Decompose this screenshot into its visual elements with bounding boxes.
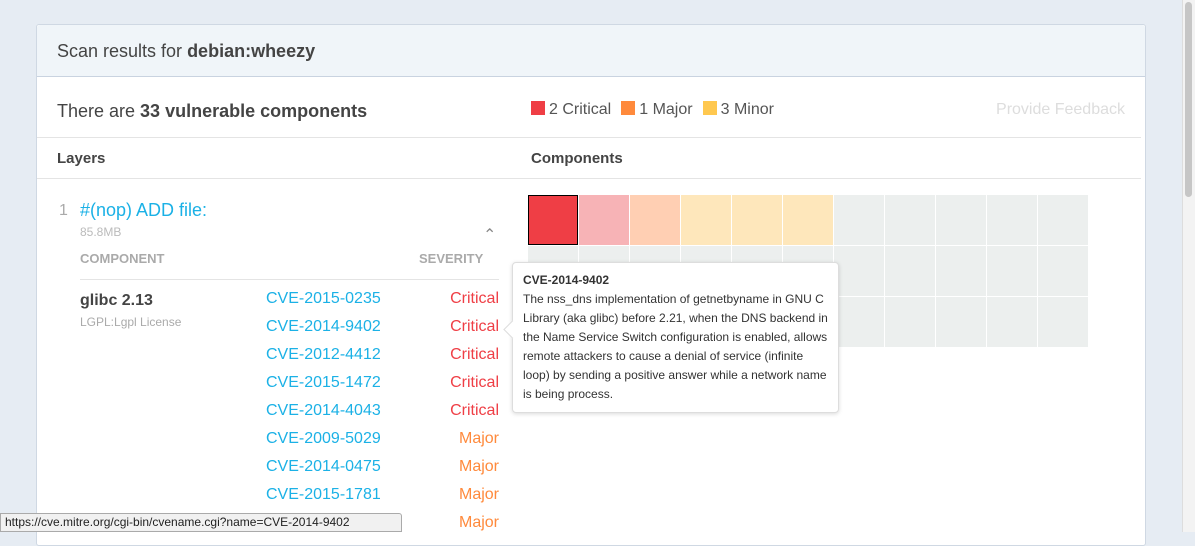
component-cell-major[interactable] — [630, 195, 680, 245]
tooltip-title: CVE-2014-9402 — [523, 273, 610, 287]
panel-header: Scan results for debian:wheezy — [37, 25, 1145, 77]
cve-tooltip: CVE-2014-9402 The nss_dns implementation… — [512, 262, 839, 413]
cve-link[interactable]: CVE-2015-0235 — [266, 290, 381, 307]
component-cell-none[interactable] — [834, 297, 884, 347]
component-cell-none[interactable] — [936, 297, 986, 347]
vulnerability-row: CVE-2015-1781 Major — [266, 486, 499, 514]
severity-label: Major — [458, 430, 499, 447]
cve-link[interactable]: CVE-2015-1781 — [266, 486, 381, 503]
severity-legend: 2 Critical 1 Major 3 Minor — [531, 101, 774, 119]
vulnerability-row: Major — [266, 514, 499, 542]
tooltip-body: The nss_dns implementation of getnetbyna… — [523, 292, 828, 401]
vulnerability-row: CVE-2014-4043 Critical — [266, 402, 499, 430]
severity-label: Critical — [450, 290, 499, 307]
image-name: debian:wheezy — [187, 41, 316, 61]
status-bar-url: https://cve.mitre.org/cgi-bin/cvename.cg… — [0, 513, 402, 532]
component-cell-none[interactable] — [936, 195, 986, 245]
severity-label: Critical — [450, 374, 499, 391]
divider — [80, 279, 499, 280]
severity-label: Major — [458, 486, 499, 503]
component-cell-none[interactable] — [936, 246, 986, 296]
cve-link[interactable]: CVE-2015-1472 — [266, 374, 381, 391]
legend-critical: 2 Critical — [531, 101, 611, 119]
column-header-severity: SEVERITY — [419, 251, 484, 266]
layer-size: 85.8MB — [80, 225, 122, 239]
component-cell-minor[interactable] — [732, 195, 782, 245]
vulnerability-row: CVE-2009-5029 Major — [266, 430, 499, 458]
chevron-up-icon[interactable]: ⌃ — [483, 227, 497, 244]
cve-link[interactable]: CVE-2009-5029 — [266, 430, 381, 447]
component-cell-none[interactable] — [1038, 246, 1088, 296]
vulnerability-row: CVE-2015-1472 Critical — [266, 374, 499, 402]
column-header-component: COMPONENT — [80, 251, 165, 266]
components-heading: Components — [531, 150, 623, 167]
severity-label: Major — [458, 514, 499, 531]
vulnerability-row: CVE-2014-0475 Major — [266, 458, 499, 486]
severity-label: Major — [458, 458, 499, 475]
component-cell-critical[interactable] — [579, 195, 629, 245]
cve-link[interactable]: CVE-2014-0475 — [266, 458, 381, 475]
severity-label: Critical — [450, 402, 499, 419]
component-cell-none[interactable] — [1038, 195, 1088, 245]
component-cell-none[interactable] — [834, 246, 884, 296]
layer-title-link[interactable]: #(nop) ADD file: — [80, 200, 208, 220]
component-cell-minor[interactable] — [783, 195, 833, 245]
cve-link[interactable]: CVE-2014-4043 — [266, 402, 381, 419]
layers-heading: Layers — [57, 150, 106, 167]
vulnerability-row: CVE-2015-0235 Critical — [266, 290, 499, 318]
scrollbar[interactable] — [1182, 0, 1195, 532]
severity-label: Critical — [450, 318, 499, 335]
component-name: glibc 2.13 — [80, 292, 153, 309]
component-cell-minor[interactable] — [681, 195, 731, 245]
cve-link[interactable]: CVE-2012-4412 — [266, 346, 381, 363]
page-title: Scan results for debian:wheezy — [57, 41, 316, 61]
vulnerability-summary: There are 33 vulnerable components — [57, 101, 368, 121]
severity-label: Critical — [450, 346, 499, 363]
vulnerability-row: CVE-2012-4412 Critical — [266, 346, 499, 374]
legend-major: 1 Major — [621, 101, 693, 119]
component-cell-none[interactable] — [987, 195, 1037, 245]
component-license: LGPL:Lgpl License — [80, 315, 182, 329]
component-cell-none[interactable] — [1038, 297, 1088, 347]
component-cell-none[interactable] — [885, 246, 935, 296]
component-cell-none[interactable] — [987, 297, 1037, 347]
legend-minor: 3 Minor — [702, 101, 774, 119]
component-cell-none[interactable] — [885, 195, 935, 245]
vulnerability-row: CVE-2014-9402 Critical — [266, 318, 499, 346]
component-cell-critical-selected[interactable] — [528, 195, 578, 245]
cve-link[interactable]: CVE-2014-9402 — [266, 318, 381, 335]
scrollbar-thumb[interactable] — [1185, 2, 1192, 197]
component-cell-none[interactable] — [987, 246, 1037, 296]
component-cell-none[interactable] — [834, 195, 884, 245]
divider — [37, 178, 1141, 179]
divider — [37, 137, 1141, 138]
provide-feedback-link[interactable]: Provide Feedback — [996, 101, 1125, 118]
layer-number: 1 — [59, 202, 68, 219]
component-cell-none[interactable] — [885, 297, 935, 347]
